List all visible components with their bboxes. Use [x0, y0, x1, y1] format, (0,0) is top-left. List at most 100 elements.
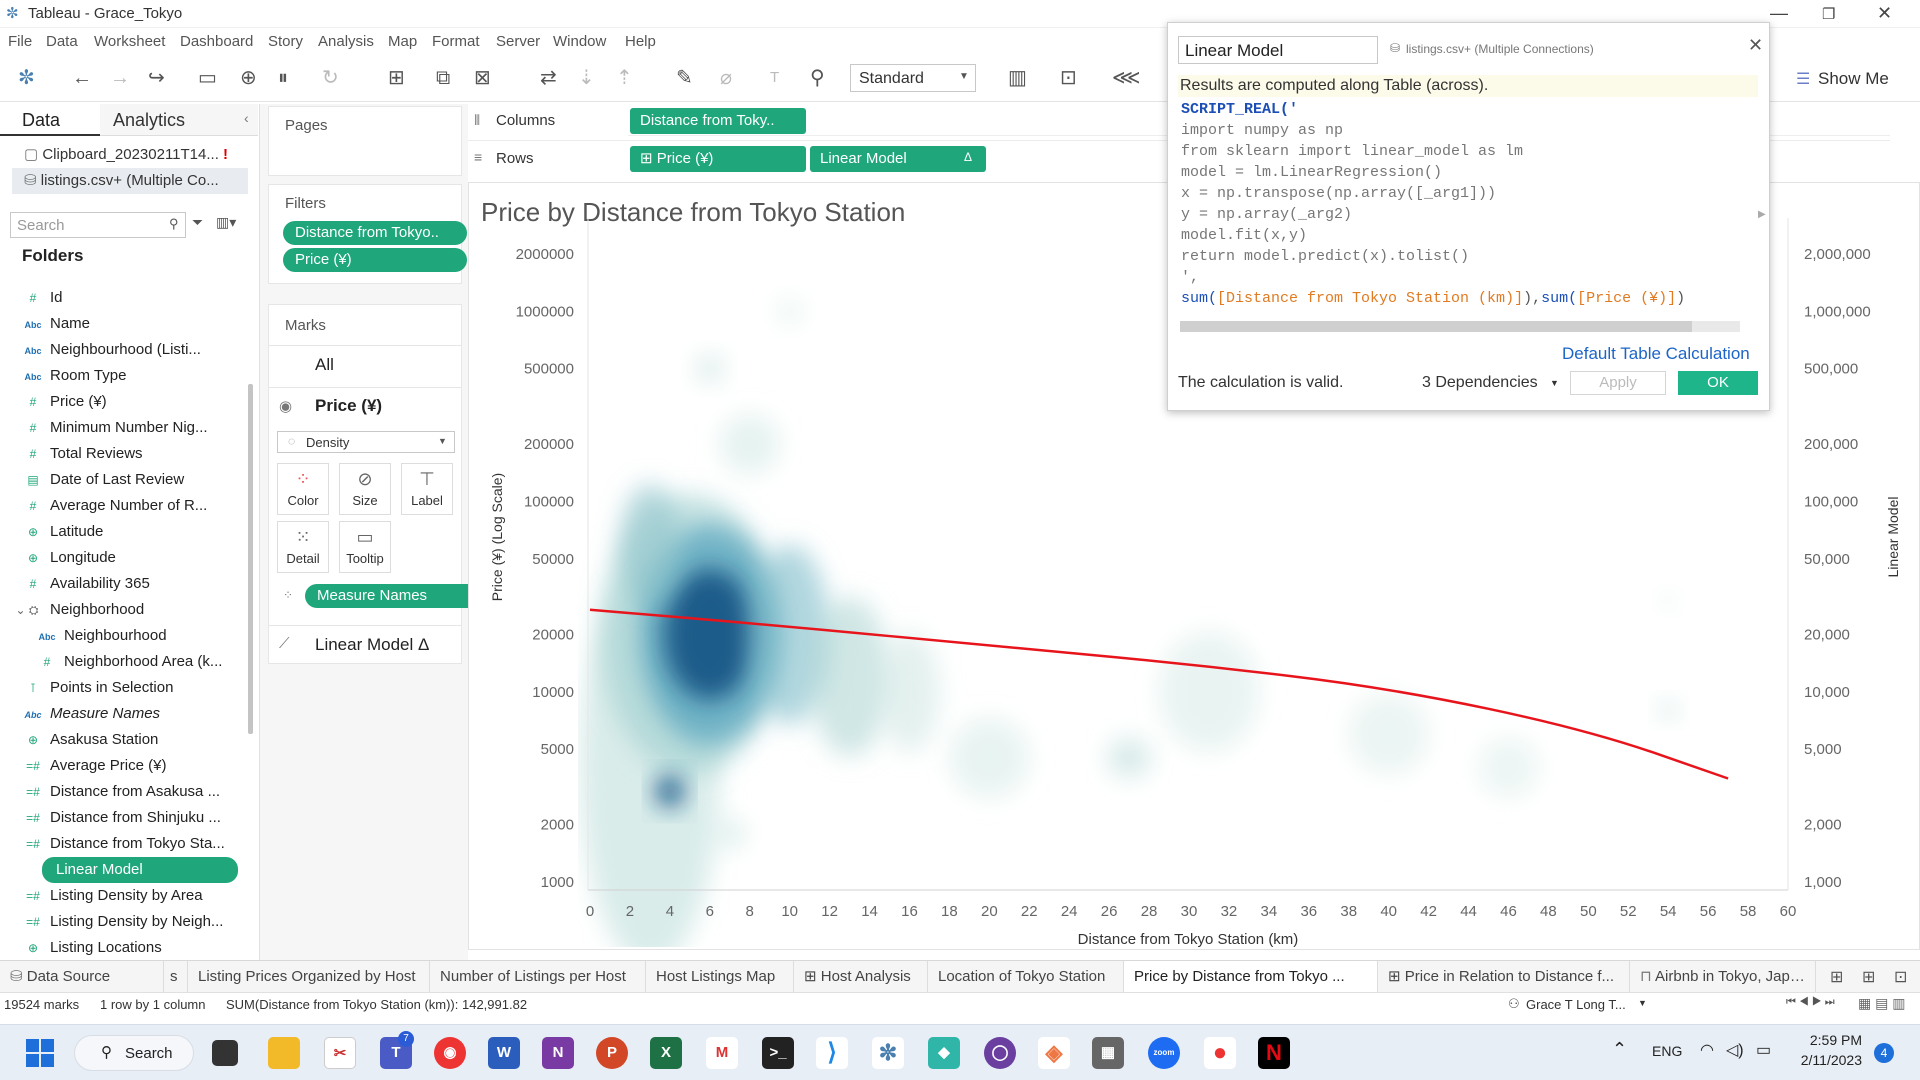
task-view-icon[interactable]: [212, 1040, 238, 1066]
close-window-icon[interactable]: ✕: [1877, 3, 1893, 23]
chrome-icon[interactable]: ◉: [434, 1037, 466, 1069]
tableau-icon[interactable]: ✼: [18, 67, 35, 89]
redo-icon[interactable]: →: [110, 67, 130, 89]
refresh-icon[interactable]: ↻: [322, 67, 339, 89]
tooltip-button[interactable]: ▭ Tooltip: [339, 521, 391, 573]
new-story-icon[interactable]: ⊡: [1894, 969, 1908, 986]
menu-map[interactable]: Map: [388, 33, 418, 50]
paint-app-icon[interactable]: ●: [1204, 1037, 1236, 1069]
save-icon[interactable]: ▭: [198, 67, 217, 89]
scrollbar-thumb[interactable]: [1180, 321, 1692, 332]
menu-worksheet[interactable]: Worksheet: [94, 33, 166, 50]
default-table-calc-link[interactable]: Default Table Calculation: [1562, 344, 1750, 363]
ok-button[interactable]: OK: [1678, 371, 1758, 395]
menu-story[interactable]: Story: [268, 33, 304, 50]
menu-file[interactable]: File: [8, 33, 33, 50]
datasource-listings[interactable]: ⛁ listings.csv+ (Multiple Co...: [12, 168, 248, 194]
search-field[interactable]: Search ⚲: [10, 212, 186, 238]
tab-price-relation-distance[interactable]: ⊞ Price in Relation to Distance f...: [1378, 961, 1630, 993]
tab-s[interactable]: s: [164, 961, 188, 993]
highlight-icon[interactable]: ✎: [676, 67, 693, 89]
menu-help[interactable]: Help: [625, 33, 656, 50]
show-me-icon[interactable]: ☰: [1796, 71, 1811, 88]
zoom-icon[interactable]: zoom: [1148, 1037, 1180, 1069]
tab-price-by-distance[interactable]: Price by Distance from Tokyo ...: [1124, 961, 1378, 993]
field-item[interactable]: =# Listing Density by Neigh...: [22, 909, 237, 935]
field-item[interactable]: =# Distance from Shinjuku ...: [22, 805, 237, 831]
menu-server[interactable]: Server: [496, 33, 541, 50]
language-indicator[interactable]: ENG: [1652, 1043, 1683, 1059]
field-item[interactable]: # Id: [22, 285, 237, 311]
netflix-icon[interactable]: N: [1258, 1037, 1290, 1069]
tab-host-analysis[interactable]: ⊞ Host Analysis: [794, 961, 928, 993]
detail-button[interactable]: ⁙ Detail: [277, 521, 329, 573]
dependencies-dropdown[interactable]: 3 Dependencies: [1422, 374, 1538, 391]
rows-pill-linear-model[interactable]: Linear Model: [810, 146, 986, 172]
terminal-icon[interactable]: >_: [762, 1037, 794, 1069]
menu-format[interactable]: Format: [432, 33, 480, 50]
grid-view-icon[interactable]: ▦ ▤ ▥: [1858, 995, 1906, 1011]
minimize-icon[interactable]: —: [1770, 3, 1788, 23]
field-item[interactable]: =# Distance from Tokyo Sta...: [22, 831, 237, 857]
duplicate-icon[interactable]: ⧉: [436, 67, 451, 89]
undo-icon[interactable]: ←: [72, 67, 92, 89]
tab-host-listings-map[interactable]: Host Listings Map: [646, 961, 794, 993]
field-item[interactable]: # Availability 365: [22, 571, 237, 597]
collapse-icon[interactable]: ‹: [244, 110, 249, 126]
field-item[interactable]: Abc Measure Names: [22, 701, 237, 727]
clock-time[interactable]: 2:59 PM: [1809, 1032, 1862, 1048]
pin-icon[interactable]: ⚲: [810, 67, 825, 89]
share-icon[interactable]: ⋘: [1112, 67, 1141, 89]
menu-data[interactable]: Data: [46, 33, 78, 50]
new-dashboard-icon[interactable]: ⊞: [1862, 969, 1876, 986]
close-icon[interactable]: ✕: [1748, 35, 1764, 55]
calculator-icon[interactable]: ▦: [1092, 1037, 1124, 1069]
tab-data-source[interactable]: ⛁ Data Source: [0, 961, 164, 993]
field-item[interactable]: # Neighborhood Area (k...: [36, 649, 251, 675]
field-item[interactable]: ▤ Date of Last Review: [22, 467, 237, 493]
show-me-button[interactable]: Show Me: [1818, 69, 1889, 88]
replay-icon[interactable]: ↪: [148, 67, 165, 89]
color-button[interactable]: ⁘ Color: [277, 463, 329, 515]
field-item[interactable]: # Total Reviews: [22, 441, 237, 467]
field-item[interactable]: ⌄ ⛭ Neighborhood: [10, 597, 225, 623]
label-button[interactable]: ⊤ Label: [401, 463, 453, 515]
mendeley-icon[interactable]: M: [706, 1037, 738, 1069]
tab-analytics[interactable]: Analytics ‹: [100, 104, 258, 136]
field-item[interactable]: # Price (¥): [22, 389, 237, 415]
calc-code-editor[interactable]: SCRIPT_REAL(' import numpy as np from skle…: [1168, 99, 1758, 329]
menu-dashboard[interactable]: Dashboard: [180, 33, 254, 50]
field-item[interactable]: # Minimum Number Nig...: [22, 415, 237, 441]
presentation-icon[interactable]: ⊡: [1060, 67, 1077, 89]
field-item[interactable]: =#Linear Model: [42, 857, 238, 883]
tableau-taskbar-icon[interactable]: ✼: [872, 1037, 904, 1069]
github-icon[interactable]: ◯: [984, 1037, 1016, 1069]
cards-icon[interactable]: ▥: [1008, 67, 1027, 89]
scrollbar[interactable]: [248, 384, 253, 734]
chevron-up-icon[interactable]: ⌃: [1612, 1039, 1628, 1059]
battery-icon[interactable]: ▭: [1756, 1042, 1772, 1059]
marks-linear-model-card[interactable]: Linear Model Δ: [315, 635, 430, 654]
columns-pill-distance[interactable]: Distance from Toky..: [630, 108, 806, 134]
field-item[interactable]: =# Distance from Asakusa ...: [22, 779, 237, 805]
new-worksheet-icon[interactable]: ⊞: [1830, 969, 1844, 986]
tab-data[interactable]: Data: [0, 104, 100, 136]
restore-icon[interactable]: ❐: [1822, 6, 1836, 23]
tab-listing-prices[interactable]: Listing Prices Organized by Host: [188, 961, 430, 993]
measure-names-pill[interactable]: Measure Names: [305, 584, 483, 608]
excel-icon[interactable]: X: [650, 1037, 682, 1069]
field-item[interactable]: # Average Number of R...: [22, 493, 237, 519]
horizontal-scrollbar[interactable]: [1180, 321, 1740, 332]
field-item[interactable]: ⊺ Points in Selection: [22, 675, 237, 701]
sort-desc-icon[interactable]: ⇡: [616, 67, 633, 89]
tab-location-tokyo-station[interactable]: Location of Tokyo Station: [928, 961, 1124, 993]
filter-icon[interactable]: ⏷: [192, 214, 204, 230]
marks-all[interactable]: All: [315, 355, 334, 374]
field-item[interactable]: Abc Neighbourhood (Listi...: [22, 337, 237, 363]
clear-sheet-icon[interactable]: ⊠: [474, 67, 491, 89]
onenote-icon[interactable]: N: [542, 1037, 574, 1069]
sort-asc-icon[interactable]: ⇣: [578, 67, 595, 89]
expand-arrow-icon[interactable]: ▶: [1758, 209, 1766, 220]
size-button[interactable]: ⊘ Size: [339, 463, 391, 515]
pause-updates-icon[interactable]: ⏸: [278, 67, 288, 89]
